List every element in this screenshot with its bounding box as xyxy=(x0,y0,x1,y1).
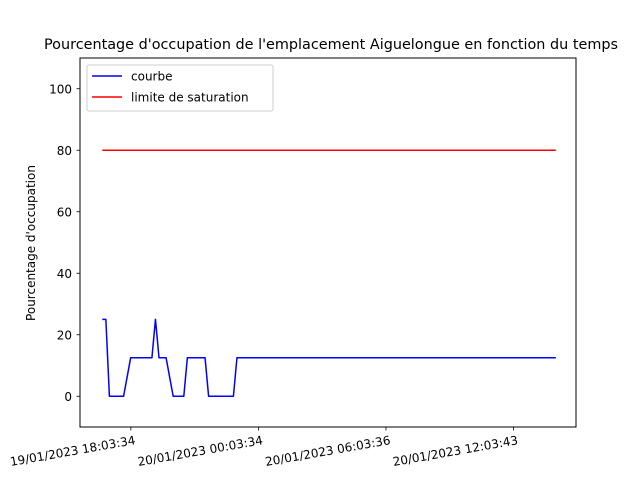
series-line-0 xyxy=(102,318,556,397)
y-tick-label: 20 xyxy=(57,328,72,342)
y-tick-label: 100 xyxy=(49,82,72,96)
legend-box xyxy=(86,64,274,112)
legend-label-limite: limite de saturation xyxy=(131,91,249,105)
x-tick-label: 20/01/2023 12:03:43 xyxy=(392,433,519,469)
y-axis-label: Pourcentage d'occupation xyxy=(24,165,38,321)
y-tick-label: 80 xyxy=(57,144,72,158)
legend: courbe limite de saturation xyxy=(86,64,274,112)
x-tick-label: 20/01/2023 06:03:36 xyxy=(264,433,391,469)
chart-title: Pourcentage d'occupation de l'emplacemen… xyxy=(44,37,618,53)
y-tick-label: 60 xyxy=(57,205,72,219)
legend-label-courbe: courbe xyxy=(131,70,172,84)
y-tick-label: 0 xyxy=(64,390,72,404)
y-tick-label: 40 xyxy=(57,267,72,281)
x-tick-label: 20/01/2023 00:03:34 xyxy=(137,433,264,469)
x-tick-label: 19/01/2023 18:03:34 xyxy=(9,433,136,469)
plot-area xyxy=(102,149,556,397)
axes-frame xyxy=(79,57,577,428)
